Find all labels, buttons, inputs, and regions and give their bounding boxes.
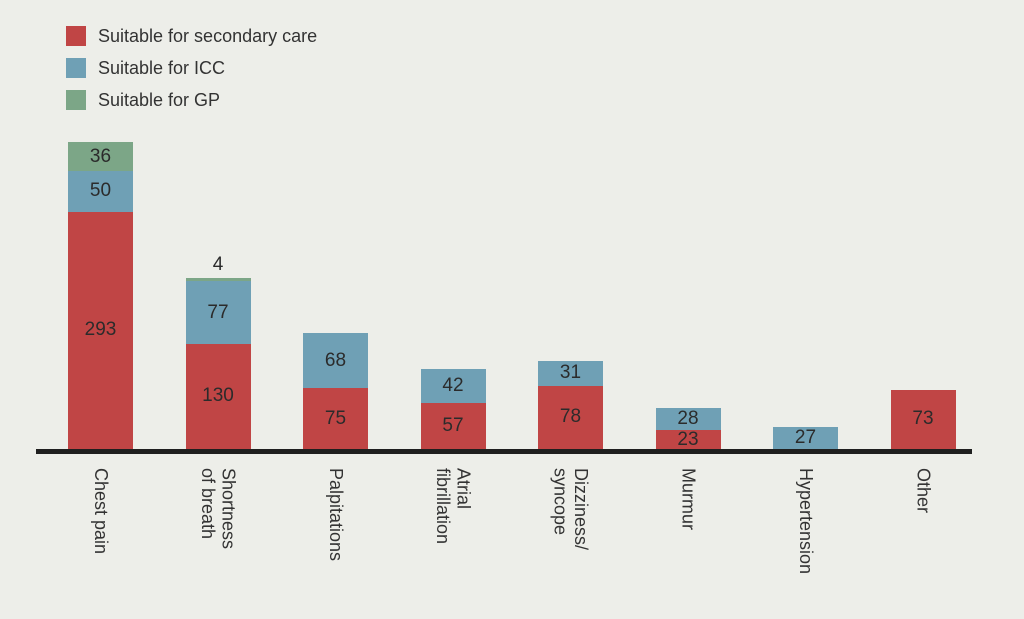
value-label: 23 <box>677 428 699 450</box>
legend-swatch-gp <box>66 90 86 110</box>
bar-segment: 130 <box>185 343 251 449</box>
value-label: 73 <box>912 408 934 430</box>
value-label: 68 <box>324 349 347 371</box>
category-label: Shortness of breath <box>198 468 239 550</box>
category-label: Hypertension <box>795 468 816 575</box>
value-label: 50 <box>89 180 112 202</box>
bar-segment: 293 <box>68 211 133 449</box>
value-label: 28 <box>677 408 699 430</box>
category-label: Chest pain <box>90 468 111 555</box>
legend-item-secondary-care: Suitable for secondary care <box>66 26 317 46</box>
bar-segment: 23 <box>655 428 721 450</box>
legend-label-secondary-care: Suitable for secondary care <box>98 25 318 46</box>
legend-item-gp: Suitable for GP <box>66 90 317 110</box>
legend-item-icc: Suitable for ICC <box>66 58 317 78</box>
legend-label-gp: Suitable for GP <box>98 89 221 110</box>
value-label: 31 <box>559 362 582 384</box>
bar-segment: 42 <box>420 368 486 403</box>
plot-area: 293 50 36 130 77 4 75 68 57 42 78 31 23 28 27 73 <box>68 142 956 450</box>
x-labels: Chest pain Shortness of breath Palpitation… <box>0 468 1024 619</box>
legend-swatch-icc <box>66 58 86 78</box>
bar-segment: 57 <box>420 402 486 449</box>
bar-segment <box>185 278 251 282</box>
value-label: 75 <box>324 407 347 429</box>
value-label: 42 <box>442 374 464 396</box>
value-label: 78 <box>559 406 582 428</box>
x-axis-line <box>36 449 972 454</box>
value-label: 77 <box>207 301 229 323</box>
legend-swatch-secondary-care <box>66 26 86 46</box>
bar-segment: 31 <box>538 360 603 386</box>
value-label: 293 <box>84 319 117 341</box>
bar-segment: 50 <box>68 171 133 212</box>
bar-segment: 78 <box>538 385 603 449</box>
value-label: 130 <box>202 385 234 407</box>
bar-segment: 77 <box>185 281 251 344</box>
bar-segment: 75 <box>303 388 368 449</box>
value-label: 27 <box>794 427 817 449</box>
category-label: Dizziness/ syncope <box>550 468 592 551</box>
legend: Suitable for secondary care Suitable for… <box>66 26 317 110</box>
legend-label-icc: Suitable for ICC <box>98 57 226 78</box>
bar-segment: 28 <box>655 407 721 431</box>
category-label: Atrial fibrillation <box>433 468 474 545</box>
category-label: Other <box>913 468 934 514</box>
value-label-above-bar: 4 <box>212 254 224 276</box>
bar-segment: 68 <box>303 333 368 389</box>
category-label: Murmur <box>678 468 699 530</box>
value-label: 36 <box>89 145 112 167</box>
category-label: Palpitations <box>325 468 346 562</box>
bar-segment: 73 <box>890 389 956 449</box>
bar-segment: 36 <box>68 142 133 172</box>
bar-segment: 27 <box>773 427 838 449</box>
value-label: 57 <box>442 414 464 436</box>
